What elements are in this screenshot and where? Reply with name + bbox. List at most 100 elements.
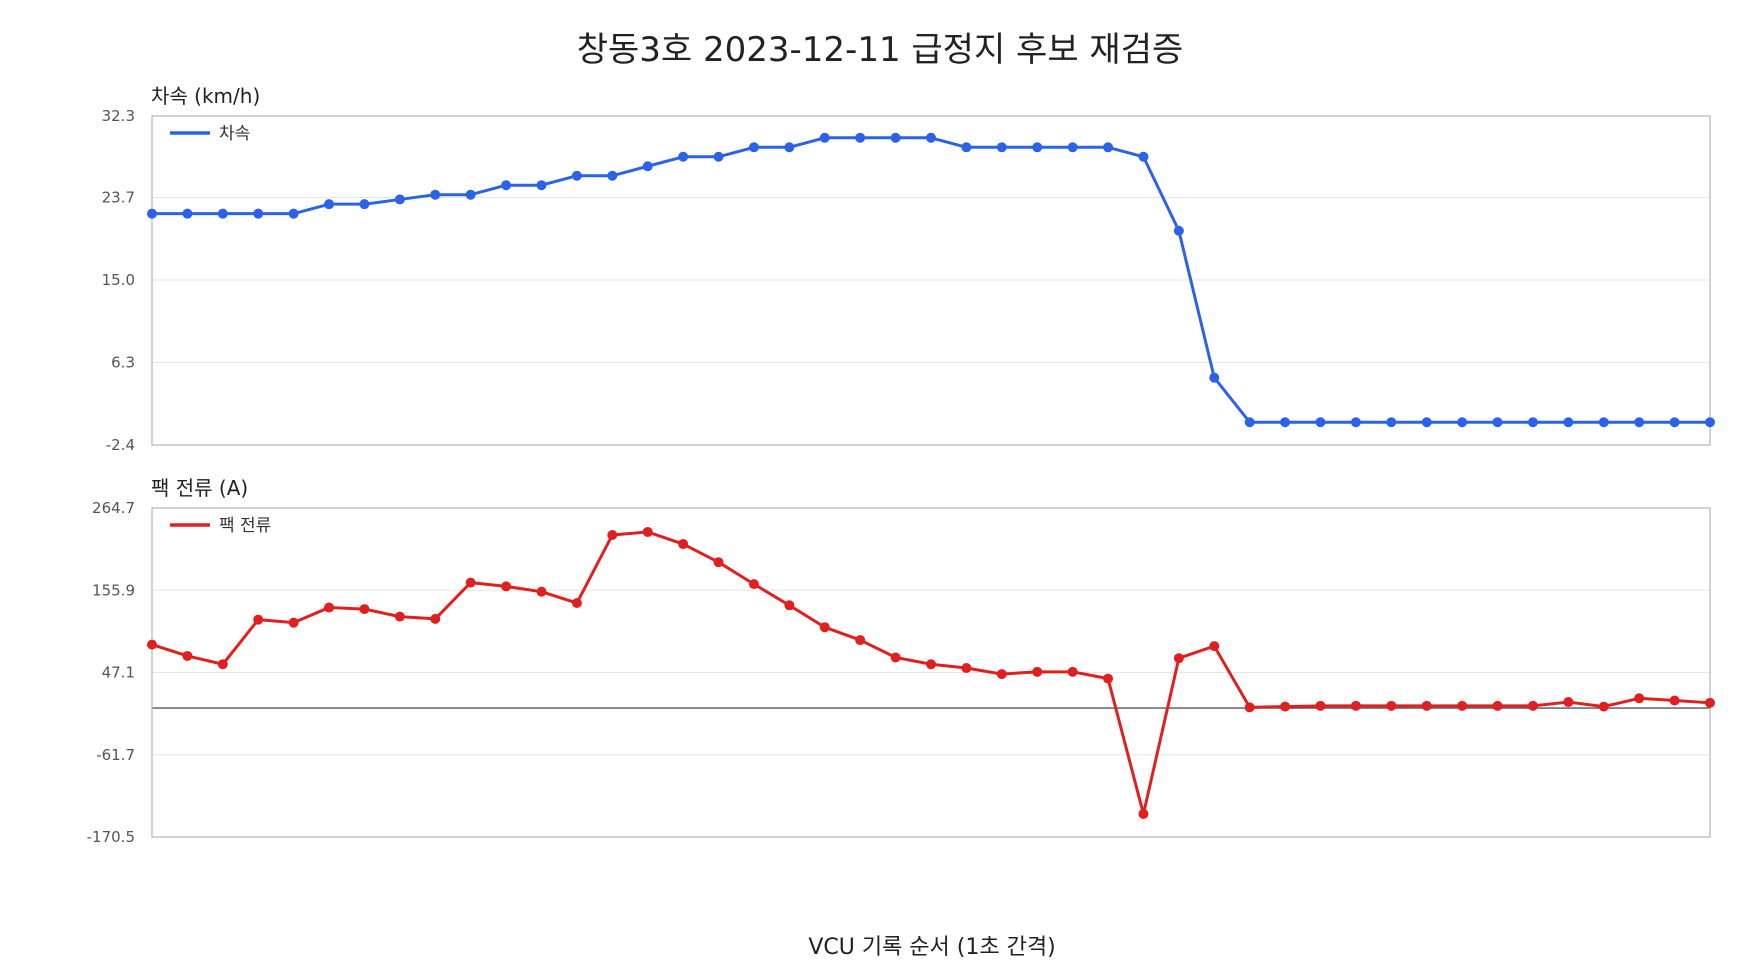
current-data-point (1457, 700, 1468, 711)
speed-data-point (1350, 417, 1361, 428)
current-data-point (1634, 693, 1645, 704)
x-axis-label: VCU 기록 순서 (1초 간격) (808, 935, 1055, 960)
current-data-point (642, 526, 653, 537)
current-data-point (961, 663, 972, 674)
current-data-point (430, 613, 441, 624)
speed-data-point (1705, 417, 1715, 428)
speed-data-point (430, 189, 441, 200)
current-y-tick-label: -170.5 (87, 828, 135, 846)
speed-panel: 차속 (km/h) 32.3 23.7 15.0 6.3 -2.4 차속 (102, 84, 1715, 454)
speed-data-point (394, 194, 405, 205)
speed-data-point (1067, 142, 1078, 153)
current-data-point (784, 600, 795, 611)
current-y-tick-label: 47.1 (102, 664, 135, 682)
current-data-point (1067, 666, 1078, 677)
current-data-point (713, 557, 724, 568)
current-data-point (147, 639, 157, 650)
current-data-point (1527, 700, 1538, 711)
speed-data-point (1634, 417, 1645, 428)
speed-data-point (855, 132, 866, 143)
speed-data-point (1457, 417, 1468, 428)
speed-data-point (182, 208, 193, 219)
current-data-point (465, 577, 476, 588)
current-data-point (1138, 808, 1149, 819)
current-plot-frame (151, 507, 1711, 838)
speed-data-point (501, 180, 512, 191)
current-panel-title: 팩 전류 (A) (151, 476, 248, 500)
speed-data-point (536, 180, 547, 191)
current-y-tick-label: 264.7 (92, 499, 135, 517)
current-data-point (1350, 700, 1361, 711)
current-panel: 팩 전류 (A) 264.7 155.9 47.1 -61.7 -170.5 팩 전류 (87, 476, 1715, 846)
current-data-point (571, 598, 582, 609)
current-data-point (394, 611, 405, 622)
current-legend-label: 팩 전류 (219, 516, 271, 536)
speed-data-point (1421, 417, 1432, 428)
current-y-tick-label: -61.7 (96, 746, 135, 764)
speed-data-point (1173, 225, 1184, 236)
speed-data-point (1280, 417, 1291, 428)
current-data-point (536, 586, 547, 597)
speed-y-tick-label: 23.7 (102, 189, 135, 207)
speed-data-point (819, 132, 830, 143)
current-data-point (678, 539, 689, 550)
speed-series-points (147, 132, 1715, 428)
speed-data-point (1244, 417, 1255, 428)
speed-data-point (1669, 417, 1680, 428)
current-data-point (217, 659, 228, 670)
current-data-point (855, 635, 866, 646)
speed-data-point (324, 199, 335, 210)
current-data-point (1173, 653, 1184, 664)
current-data-point (253, 614, 264, 625)
speed-data-point (642, 161, 653, 172)
current-data-point (1315, 700, 1326, 711)
current-data-point (288, 617, 299, 628)
current-data-point (1209, 641, 1220, 652)
current-y-ticks: 264.7 155.9 47.1 -61.7 -170.5 (87, 499, 135, 846)
speed-data-point (1386, 417, 1397, 428)
speed-legend-label: 차속 (219, 124, 250, 144)
speed-data-point (147, 208, 157, 219)
current-data-point (819, 622, 830, 633)
speed-y-tick-label: 6.3 (111, 354, 135, 372)
speed-data-point (1103, 142, 1114, 153)
speed-data-point (713, 151, 724, 162)
speed-data-point (288, 208, 299, 219)
current-gridlines (152, 507, 1710, 838)
current-data-point (1563, 697, 1574, 708)
speed-data-point (890, 132, 901, 143)
current-legend: 팩 전류 (170, 516, 271, 536)
chart-title: 창동3호 2023-12-11 급정지 후보 재검증 (577, 30, 1184, 70)
current-y-tick-label: 155.9 (92, 581, 135, 599)
speed-data-point (1527, 417, 1538, 428)
speed-data-point (1138, 151, 1149, 162)
current-data-point (1386, 700, 1397, 711)
current-data-point (1103, 673, 1114, 684)
speed-data-point (678, 151, 689, 162)
current-data-point (1492, 700, 1503, 711)
speed-data-point (926, 132, 936, 143)
current-series-points (147, 526, 1715, 819)
current-data-point (1598, 701, 1609, 712)
speed-y-ticks: 32.3 23.7 15.0 6.3 -2.4 (102, 107, 135, 454)
speed-data-point (1315, 417, 1326, 428)
speed-data-point (465, 189, 476, 200)
current-data-point (890, 652, 901, 663)
current-data-point (1032, 666, 1043, 677)
speed-gridlines (152, 115, 1710, 446)
current-data-point (182, 650, 193, 661)
current-data-point (1705, 697, 1715, 708)
speed-data-point (748, 142, 759, 153)
current-data-point (1280, 701, 1291, 712)
speed-data-point (1598, 417, 1609, 428)
speed-data-point (571, 170, 582, 181)
speed-data-point (1563, 417, 1574, 428)
speed-data-point (1492, 417, 1503, 428)
current-data-point (501, 581, 512, 592)
speed-y-tick-label: -2.4 (106, 436, 135, 454)
current-data-point (607, 529, 618, 540)
current-data-point (748, 579, 759, 590)
speed-y-tick-label: 32.3 (102, 107, 135, 125)
speed-legend: 차속 (170, 124, 250, 144)
